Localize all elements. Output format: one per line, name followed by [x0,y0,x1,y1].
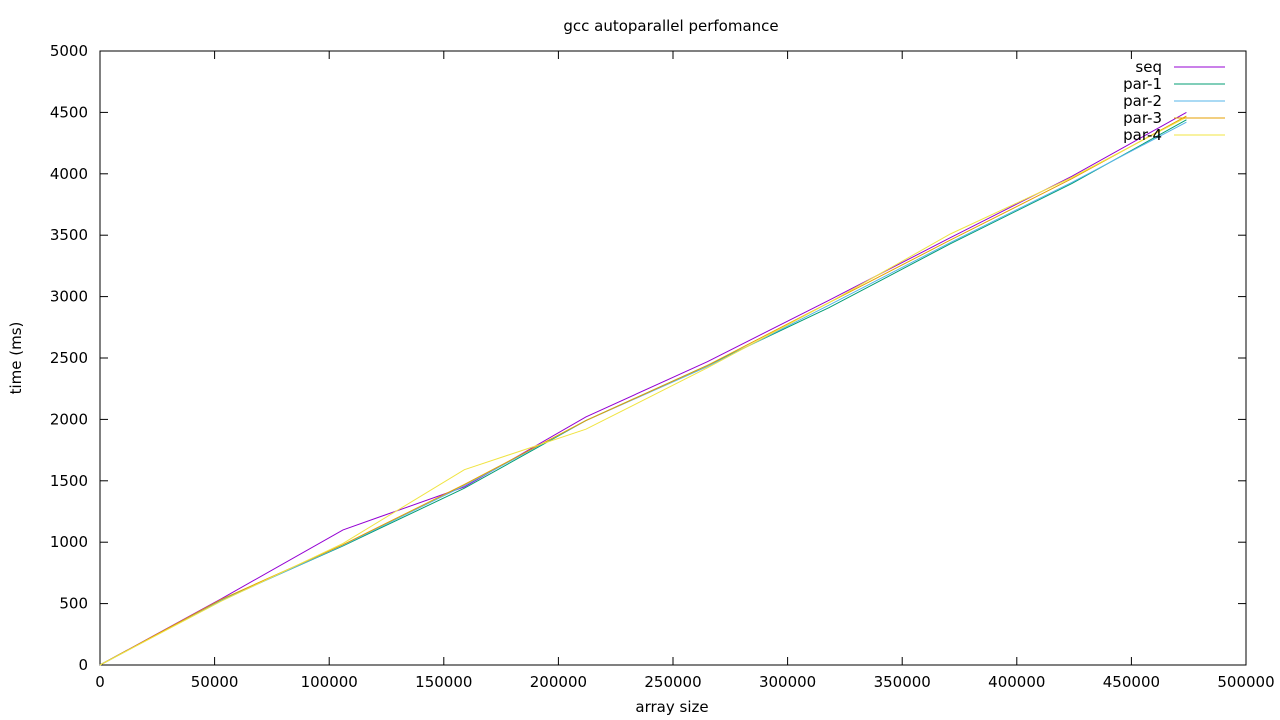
y-axis-label: time (ms) [7,322,25,395]
x-tick-label: 50000 [191,673,239,691]
legend-label-par-4: par-4 [1123,126,1162,144]
x-tick-label: 0 [95,673,105,691]
y-tick-label: 3500 [50,226,88,244]
series-line-par-2 [99,121,1187,666]
x-axis-label: array size [635,698,708,716]
y-tick-label: 3000 [50,288,88,306]
x-tick-label: 350000 [874,673,931,691]
legend-label-par-1: par-1 [1123,75,1162,93]
series-line-par-1 [99,119,1187,666]
y-tick-label: 0 [78,656,88,674]
plot-frame [99,50,1247,666]
x-tick-label: 200000 [530,673,587,691]
y-tick-label: 4000 [50,165,88,183]
y-tick-label: 500 [59,595,88,613]
y-tick-label: 1500 [50,472,88,490]
y-tick-label: 2500 [50,349,88,367]
x-tick-label: 300000 [759,673,816,691]
x-tick-label: 500000 [1217,673,1274,691]
y-tick-label: 5000 [50,42,88,60]
series-line-par-4 [99,116,1187,666]
x-tick-label: 250000 [644,673,701,691]
x-tick-label: 100000 [301,673,358,691]
y-tick-label: 1000 [50,533,88,551]
legend-label-par-2: par-2 [1123,92,1162,110]
series-line-seq [99,111,1187,666]
x-tick-label: 400000 [988,673,1045,691]
chart-title: gcc autoparallel perfomance [563,17,778,35]
legend-label-seq: seq [1135,58,1162,76]
legend-label-par-3: par-3 [1123,109,1162,127]
series-lines [99,111,1187,666]
y-tick-label: 4500 [50,103,88,121]
x-tick-label: 450000 [1103,673,1160,691]
y-tick-label: 2000 [50,410,88,428]
axis-ticks: 0 50000 100000 150000 200000 250000 300000 3500… [50,42,1275,691]
x-tick-label: 150000 [415,673,472,691]
